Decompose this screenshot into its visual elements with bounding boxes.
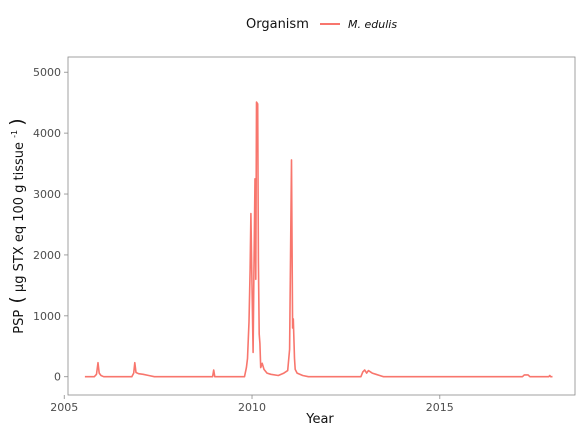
legend-label: M. edulis [348,18,397,31]
y-axis-title-close-paren: ) [6,118,28,125]
y-axis-title-group: PSP ( µg STX eq 100 g tissue -1 ) [6,118,28,333]
x-axis: 2005 2010 2015 [50,395,454,414]
y-tick-label: 5000 [33,66,61,79]
y-axis-title-unit: µg STX eq 100 g tissue [12,142,27,292]
x-tick-label: 2010 [238,401,266,414]
plot-panel [67,56,576,396]
y-tick-label: 1000 [33,310,61,323]
y-tick-label: 3000 [33,188,61,201]
y-tick-label: 2000 [33,249,61,262]
y-axis: 0 1000 2000 3000 4000 5000 [33,66,68,384]
series-line [84,101,553,378]
x-tick-label: 2005 [50,401,78,414]
series-layer [84,101,553,378]
y-axis-title-open-paren: ( [6,296,28,303]
y-axis-title-exponent: -1 [10,130,19,138]
y-axis-title-main: PSP [12,310,27,334]
y-tick-label: 0 [54,371,61,384]
legend-title: Organism [246,17,309,32]
legend: Organism M. edulis [246,17,397,32]
x-tick-label: 2015 [426,401,454,414]
y-axis-title: PSP ( µg STX eq 100 g tissue -1 ) [6,118,28,333]
x-axis-title: Year [305,412,334,427]
y-tick-label: 4000 [33,127,61,140]
